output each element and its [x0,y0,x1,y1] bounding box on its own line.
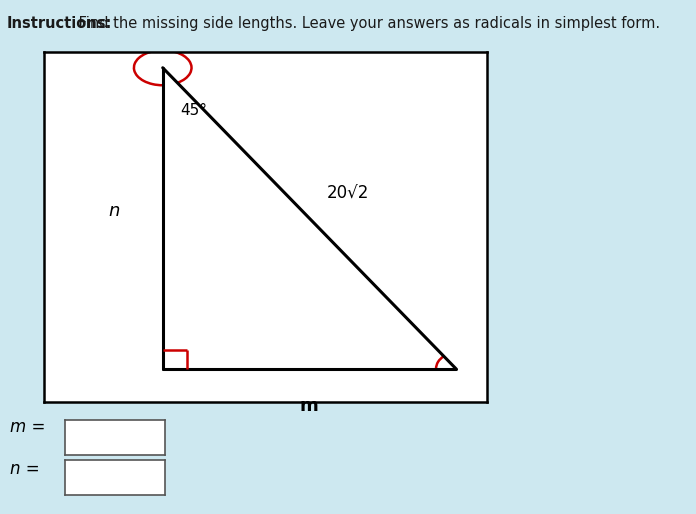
Text: Instructions:: Instructions: [7,16,112,31]
Text: n =: n = [10,460,40,478]
Text: 45°: 45° [180,103,207,118]
Text: m: m [300,397,319,415]
Text: m =: m = [10,417,45,436]
Text: 20√2: 20√2 [327,185,370,203]
Text: n: n [109,202,120,221]
Text: Find the missing side lengths. Leave your answers as radicals in simplest form.: Find the missing side lengths. Leave you… [74,16,661,31]
